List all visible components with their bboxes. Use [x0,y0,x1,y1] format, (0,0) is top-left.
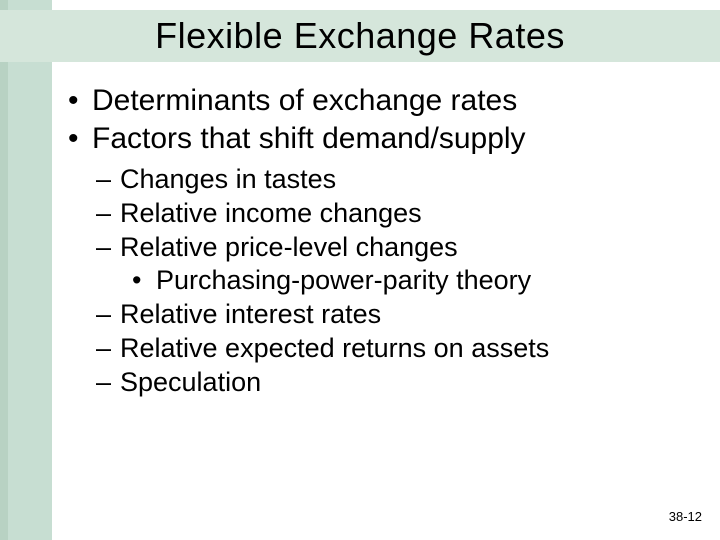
bullet-text: Purchasing-power-parity theory [156,264,531,298]
bullet-text: Relative expected returns on assets [120,332,549,366]
bullet-text: Speculation [120,366,261,400]
bullet-level1: • Determinants of exchange rates [68,82,708,120]
left-accent-stripe-edge [0,0,8,540]
bullet-text: Factors that shift demand/supply [92,120,526,158]
bullet-level2: – Speculation [96,366,708,400]
bullet-level3: • Purchasing-power-parity theory [132,264,708,298]
bullet-text: Relative income changes [120,197,422,231]
slide-number: 38-12 [669,509,702,524]
bullet-level2: – Relative interest rates [96,298,708,332]
bullet-mark-icon: • [68,82,92,120]
slide-title: Flexible Exchange Rates [155,15,565,57]
bullet-level2: – Changes in tastes [96,163,708,197]
bullet-level1: • Factors that shift demand/supply [68,120,708,158]
dash-mark-icon: – [96,197,120,231]
sub-bullet-block: – Changes in tastes – Relative income ch… [68,163,708,399]
bullet-text: Determinants of exchange rates [92,82,517,120]
content-area: • Determinants of exchange rates • Facto… [68,82,708,399]
bullet-level2: – Relative income changes [96,197,708,231]
bullet-text: Relative price-level changes [120,231,458,265]
bullet-level2: – Relative price-level changes [96,231,708,265]
bullet-level2: – Relative expected returns on assets [96,332,708,366]
bullet-text: Changes in tastes [120,163,336,197]
bullet-text: Relative interest rates [120,298,381,332]
bullet-mark-icon: • [68,120,92,158]
dash-mark-icon: – [96,298,120,332]
dash-mark-icon: – [96,366,120,400]
dash-mark-icon: – [96,231,120,265]
bullet-mark-icon: • [132,264,156,298]
dash-mark-icon: – [96,332,120,366]
title-band: Flexible Exchange Rates [0,10,720,62]
dash-mark-icon: – [96,163,120,197]
